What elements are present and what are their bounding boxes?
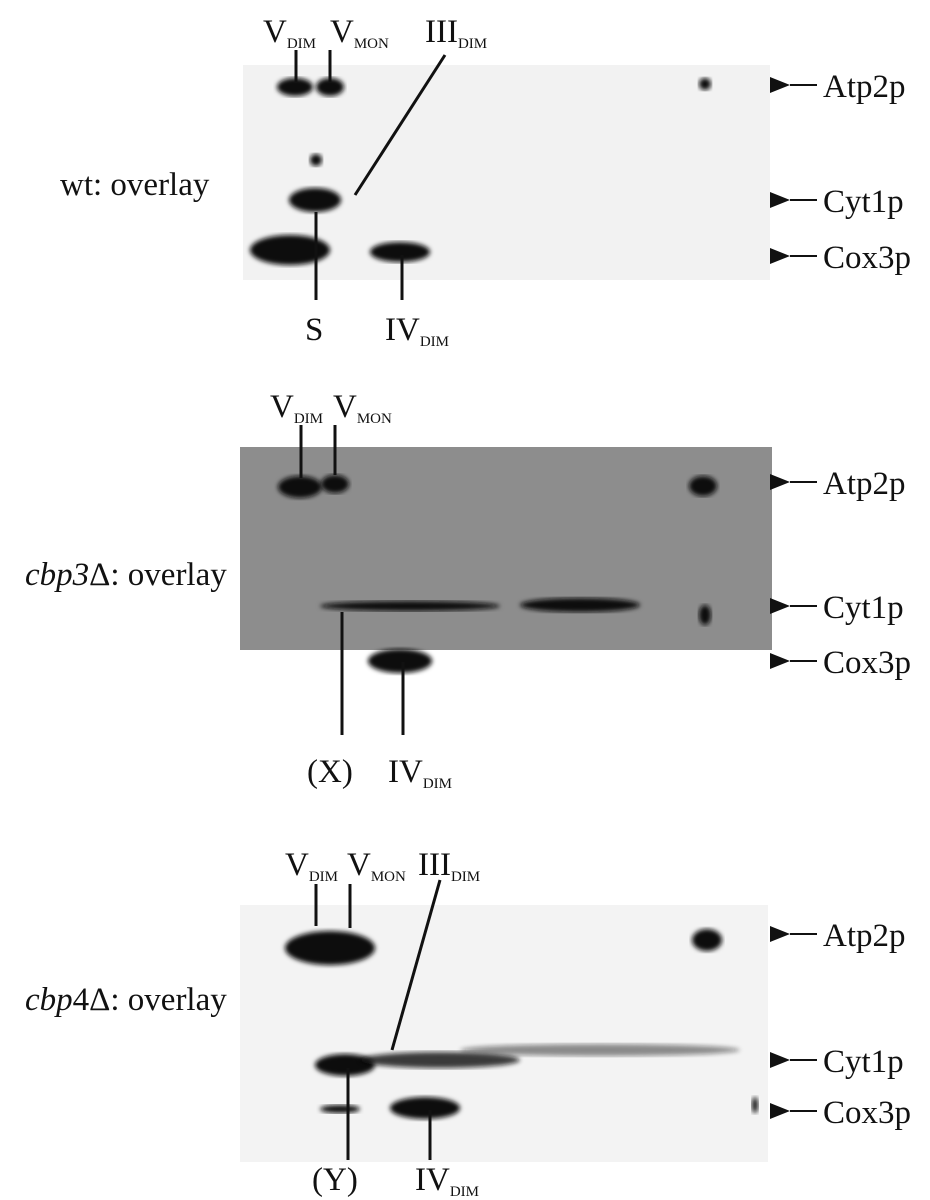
right-labels: Atp2p Cyt1p Cox3p [790, 918, 911, 1131]
bottom-label: (Y) [312, 1162, 358, 1198]
top-label: VDIM [270, 389, 323, 427]
panel-wt: wt: overlay VDIM VMON IIIDIM S IVDIM Atp… [60, 14, 911, 350]
top-label: IIIDIM [418, 847, 480, 885]
protein-label: Atp2p [823, 466, 906, 502]
protein-label: Atp2p [823, 918, 906, 954]
figure: wt: overlay VDIM VMON IIIDIM S IVDIM Atp… [0, 0, 930, 1200]
top-label: VDIM [263, 14, 316, 52]
gel [240, 447, 772, 650]
protein-label: Atp2p [823, 69, 906, 105]
protein-label: Cox3p [823, 645, 911, 681]
protein-label: Cox3p [823, 1095, 911, 1131]
top-label: VDIM [285, 847, 338, 885]
panel-cbp3: cbp3Δ: overlay VDIM VMON (X) IVDIM Atp2p… [25, 389, 911, 792]
protein-label: Cyt1p [823, 590, 904, 626]
top-label: IIIDIM [425, 14, 487, 52]
protein-label: Cox3p [823, 240, 911, 276]
protein-label: Cyt1p [823, 184, 904, 220]
top-label: VMON [333, 389, 392, 427]
top-label: VMON [347, 847, 406, 885]
sample-label: wt: overlay [60, 167, 210, 203]
bottom-label: IVDIM [385, 312, 449, 350]
protein-label: Cyt1p [823, 1044, 904, 1080]
bottom-label: (X) [307, 754, 353, 790]
sample-label: cbp3Δ: overlay [25, 557, 227, 593]
panel-cbp4: cbp4Δ: overlay VDIM VMON IIIDIM (Y) IVDI… [25, 847, 911, 1200]
top-label: VMON [330, 14, 389, 52]
bottom-label: IVDIM [415, 1162, 479, 1200]
sample-label: cbp4Δ: overlay [25, 982, 227, 1018]
bottom-label: S [305, 312, 323, 348]
bottom-label: IVDIM [388, 754, 452, 792]
right-labels: Atp2p Cyt1p Cox3p [790, 69, 911, 276]
right-labels: Atp2p Cyt1p Cox3p [790, 466, 911, 681]
